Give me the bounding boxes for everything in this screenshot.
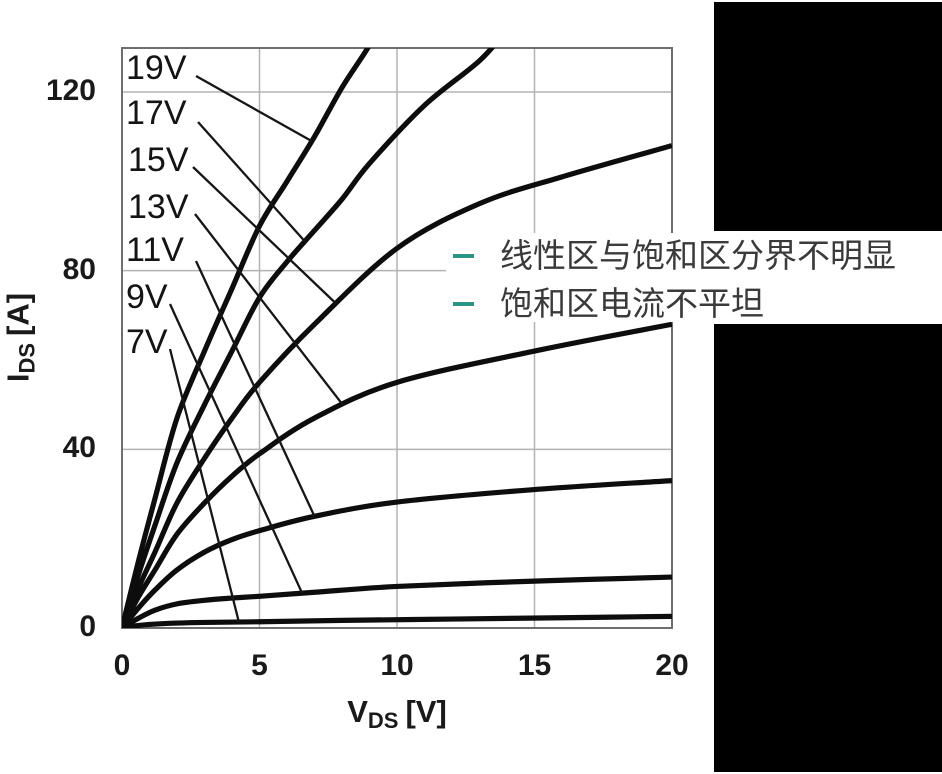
label-leader-15v: [192, 166, 338, 305]
x-tick-label-0: 0: [113, 649, 131, 682]
x-axis-unit: [V]: [405, 694, 447, 729]
annotation-item-2: 饱和区电流不平坦: [453, 285, 764, 322]
x-axis-title: VDS [V]: [297, 694, 497, 732]
y-axis-symbol: I: [0, 373, 36, 383]
annotation-item-1: 线性区与饱和区分界不明显: [453, 237, 896, 274]
x-tick-label-5: 5: [251, 649, 268, 682]
curve-7v: [122, 613, 672, 628]
annotation-text: 线性区与饱和区分界不明显: [500, 237, 896, 274]
curve-label-9v: 9V: [126, 278, 168, 316]
curve-19v: [122, 48, 371, 628]
x-axis-subscript: DS: [367, 708, 399, 733]
redaction-block-top: [714, 2, 942, 231]
curves-group: [122, 48, 672, 628]
y-tick-label-40: 40: [62, 431, 96, 465]
y-tick-label-80: 80: [62, 252, 96, 286]
label-leader-13v: [194, 213, 345, 407]
dash-bullet-icon: [453, 253, 474, 259]
curve-15v: [122, 143, 672, 628]
redaction-block-bottom: [714, 324, 942, 772]
y-tick-label-0: 0: [79, 610, 96, 643]
curve-13v: [122, 321, 672, 628]
curve-label-7v: 7V: [126, 323, 168, 361]
curve-11v: [122, 478, 672, 628]
label-leader-9v: [168, 303, 304, 594]
y-tick-label-120: 120: [45, 73, 96, 107]
x-tick-label-15: 15: [517, 649, 552, 682]
curve-label-13v: 13V: [128, 188, 189, 226]
y-axis-subscript: DS: [14, 342, 40, 374]
curve-9v: [122, 574, 672, 628]
label-leader-19v: [195, 74, 313, 143]
label-leader-11v: [194, 260, 316, 517]
annotation-text: 饱和区电流不平坦: [500, 285, 764, 322]
curve-17v: [122, 48, 496, 628]
dash-bullet-icon: [453, 301, 474, 307]
x-tick-label-10: 10: [380, 649, 414, 682]
x-axis-symbol: V: [347, 694, 368, 729]
curve-label-17v: 17V: [126, 94, 187, 132]
label-leader-17v: [197, 121, 306, 243]
plot-border: [121, 47, 673, 629]
curve-label-19v: 19V: [126, 49, 187, 87]
curve-label-15v: 15V: [128, 141, 189, 179]
curve-label-11v: 11V: [126, 231, 184, 269]
y-axis-unit: [A]: [0, 292, 36, 336]
label-leader-7v: [168, 348, 240, 623]
x-tick-label-20: 20: [655, 649, 689, 682]
annotation-backdrop: [446, 233, 714, 322]
